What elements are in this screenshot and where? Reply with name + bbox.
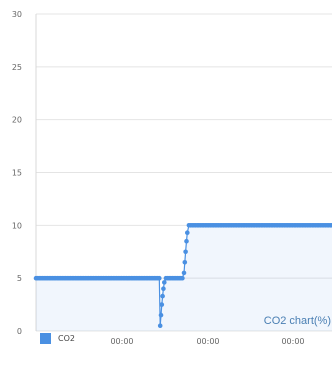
co2-point	[162, 280, 167, 285]
x-axis-ticks: 00:00 00:00 00:00	[110, 337, 304, 346]
co2-point	[184, 238, 189, 244]
co2-point	[158, 312, 164, 318]
y-tick-label-30: 30	[12, 10, 22, 19]
x-tick-label-0: 00:00	[110, 337, 133, 346]
co2-point	[329, 223, 332, 228]
chart-caption: CO2 chart(%)	[264, 315, 331, 327]
y-tick-label-5: 5	[17, 274, 22, 283]
y-tick-label-20: 20	[12, 116, 22, 125]
co2-point	[157, 323, 163, 329]
co2-point	[180, 275, 185, 281]
y-tick-label-25: 25	[12, 63, 22, 72]
legend-swatch-co2	[40, 333, 51, 344]
co2-point	[182, 260, 188, 265]
legend-label-co2: CO2	[58, 334, 75, 343]
x-tick-label-1: 00:00	[196, 337, 219, 346]
x-tick-label-2: 00:00	[281, 337, 304, 346]
co2-point	[159, 302, 165, 307]
co2-point	[183, 249, 188, 255]
co2-point	[161, 286, 166, 292]
y-axis-ticks: 0 5 10 15 20 25 30	[12, 10, 22, 336]
y-tick-label-0: 0	[17, 327, 22, 336]
y-tick-label-15: 15	[12, 169, 22, 178]
co2-point	[157, 275, 162, 281]
chart-legend: CO2	[40, 333, 75, 344]
co2-point	[160, 293, 165, 299]
co2-point	[181, 270, 187, 276]
co2-point	[185, 230, 190, 235]
y-tick-label-10: 10	[12, 221, 22, 230]
co2-data-points	[33, 223, 332, 329]
